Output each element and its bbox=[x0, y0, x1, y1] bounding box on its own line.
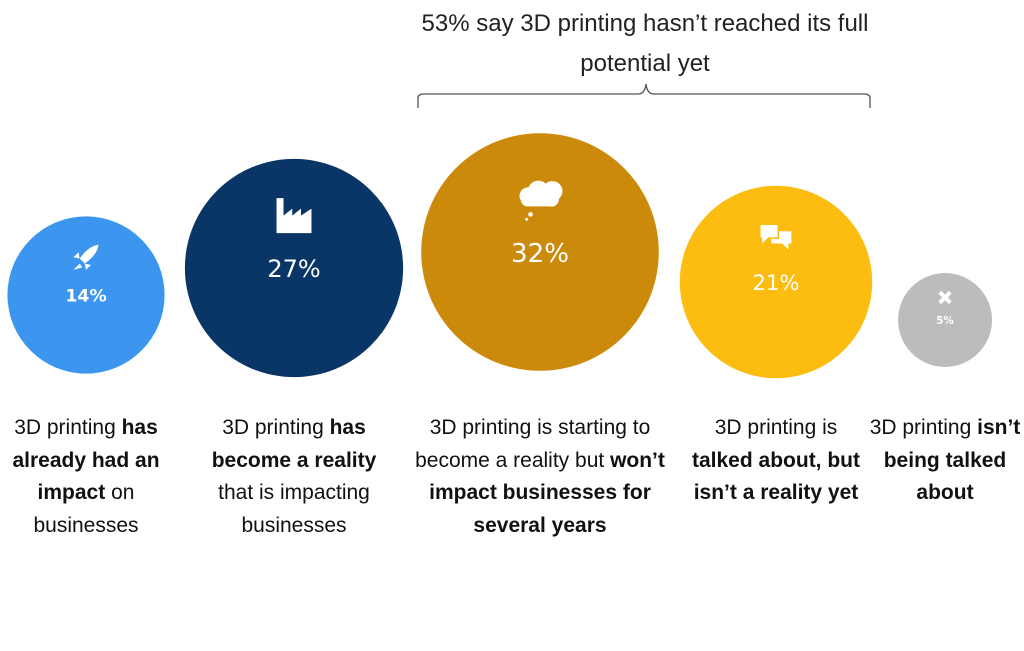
text: 3D printing is starting to become a real… bbox=[415, 416, 651, 472]
description: 3D printing is talked about, but isn’t a… bbox=[691, 412, 861, 510]
bubble bbox=[679, 185, 873, 379]
description: 3D printing has become a reality that is… bbox=[194, 412, 394, 542]
bold-text: isn’t being talked about bbox=[883, 416, 1021, 504]
value-label: 32% bbox=[511, 239, 569, 269]
bubble bbox=[421, 133, 659, 371]
value-label: 27% bbox=[267, 255, 320, 283]
icon bbox=[519, 180, 563, 221]
icon bbox=[938, 290, 952, 305]
bubble bbox=[898, 273, 992, 367]
bubble bbox=[7, 216, 165, 374]
value-label: 14% bbox=[65, 287, 106, 307]
bold-text: has become a reality bbox=[211, 416, 377, 472]
brace bbox=[417, 83, 871, 108]
description: 3D printing is starting to become a real… bbox=[415, 412, 665, 542]
icon bbox=[73, 244, 99, 270]
text: 3D printing bbox=[14, 416, 116, 439]
bold-text: won’t impact businesses for several year… bbox=[429, 448, 665, 537]
icon bbox=[760, 225, 792, 250]
bold-text: has already had an impact bbox=[12, 416, 160, 504]
icon bbox=[276, 198, 312, 234]
text: 3D printing bbox=[869, 416, 972, 439]
bubble bbox=[184, 158, 404, 378]
description: 3D printing has already had an impact on… bbox=[11, 412, 161, 542]
value-label: 21% bbox=[752, 270, 799, 295]
text: 3D printing is bbox=[714, 416, 838, 439]
description: 3D printing isn’t being talked about bbox=[865, 412, 1024, 510]
text: 3D printing bbox=[222, 416, 324, 439]
value-label: 5% bbox=[936, 315, 954, 327]
bold-text: talked about, but isn’t a reality yet bbox=[692, 448, 860, 505]
text: on businesses bbox=[33, 481, 139, 537]
text: that is impacting businesses bbox=[218, 481, 370, 537]
annotation: 53% say 3D printing hasn’t reached its f… bbox=[421, 10, 869, 77]
